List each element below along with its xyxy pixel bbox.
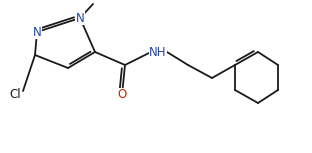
Text: NH: NH [149,45,167,58]
Text: O: O [117,88,127,101]
Text: Cl: Cl [9,88,21,101]
Text: N: N [76,11,84,24]
Text: N: N [33,26,41,39]
